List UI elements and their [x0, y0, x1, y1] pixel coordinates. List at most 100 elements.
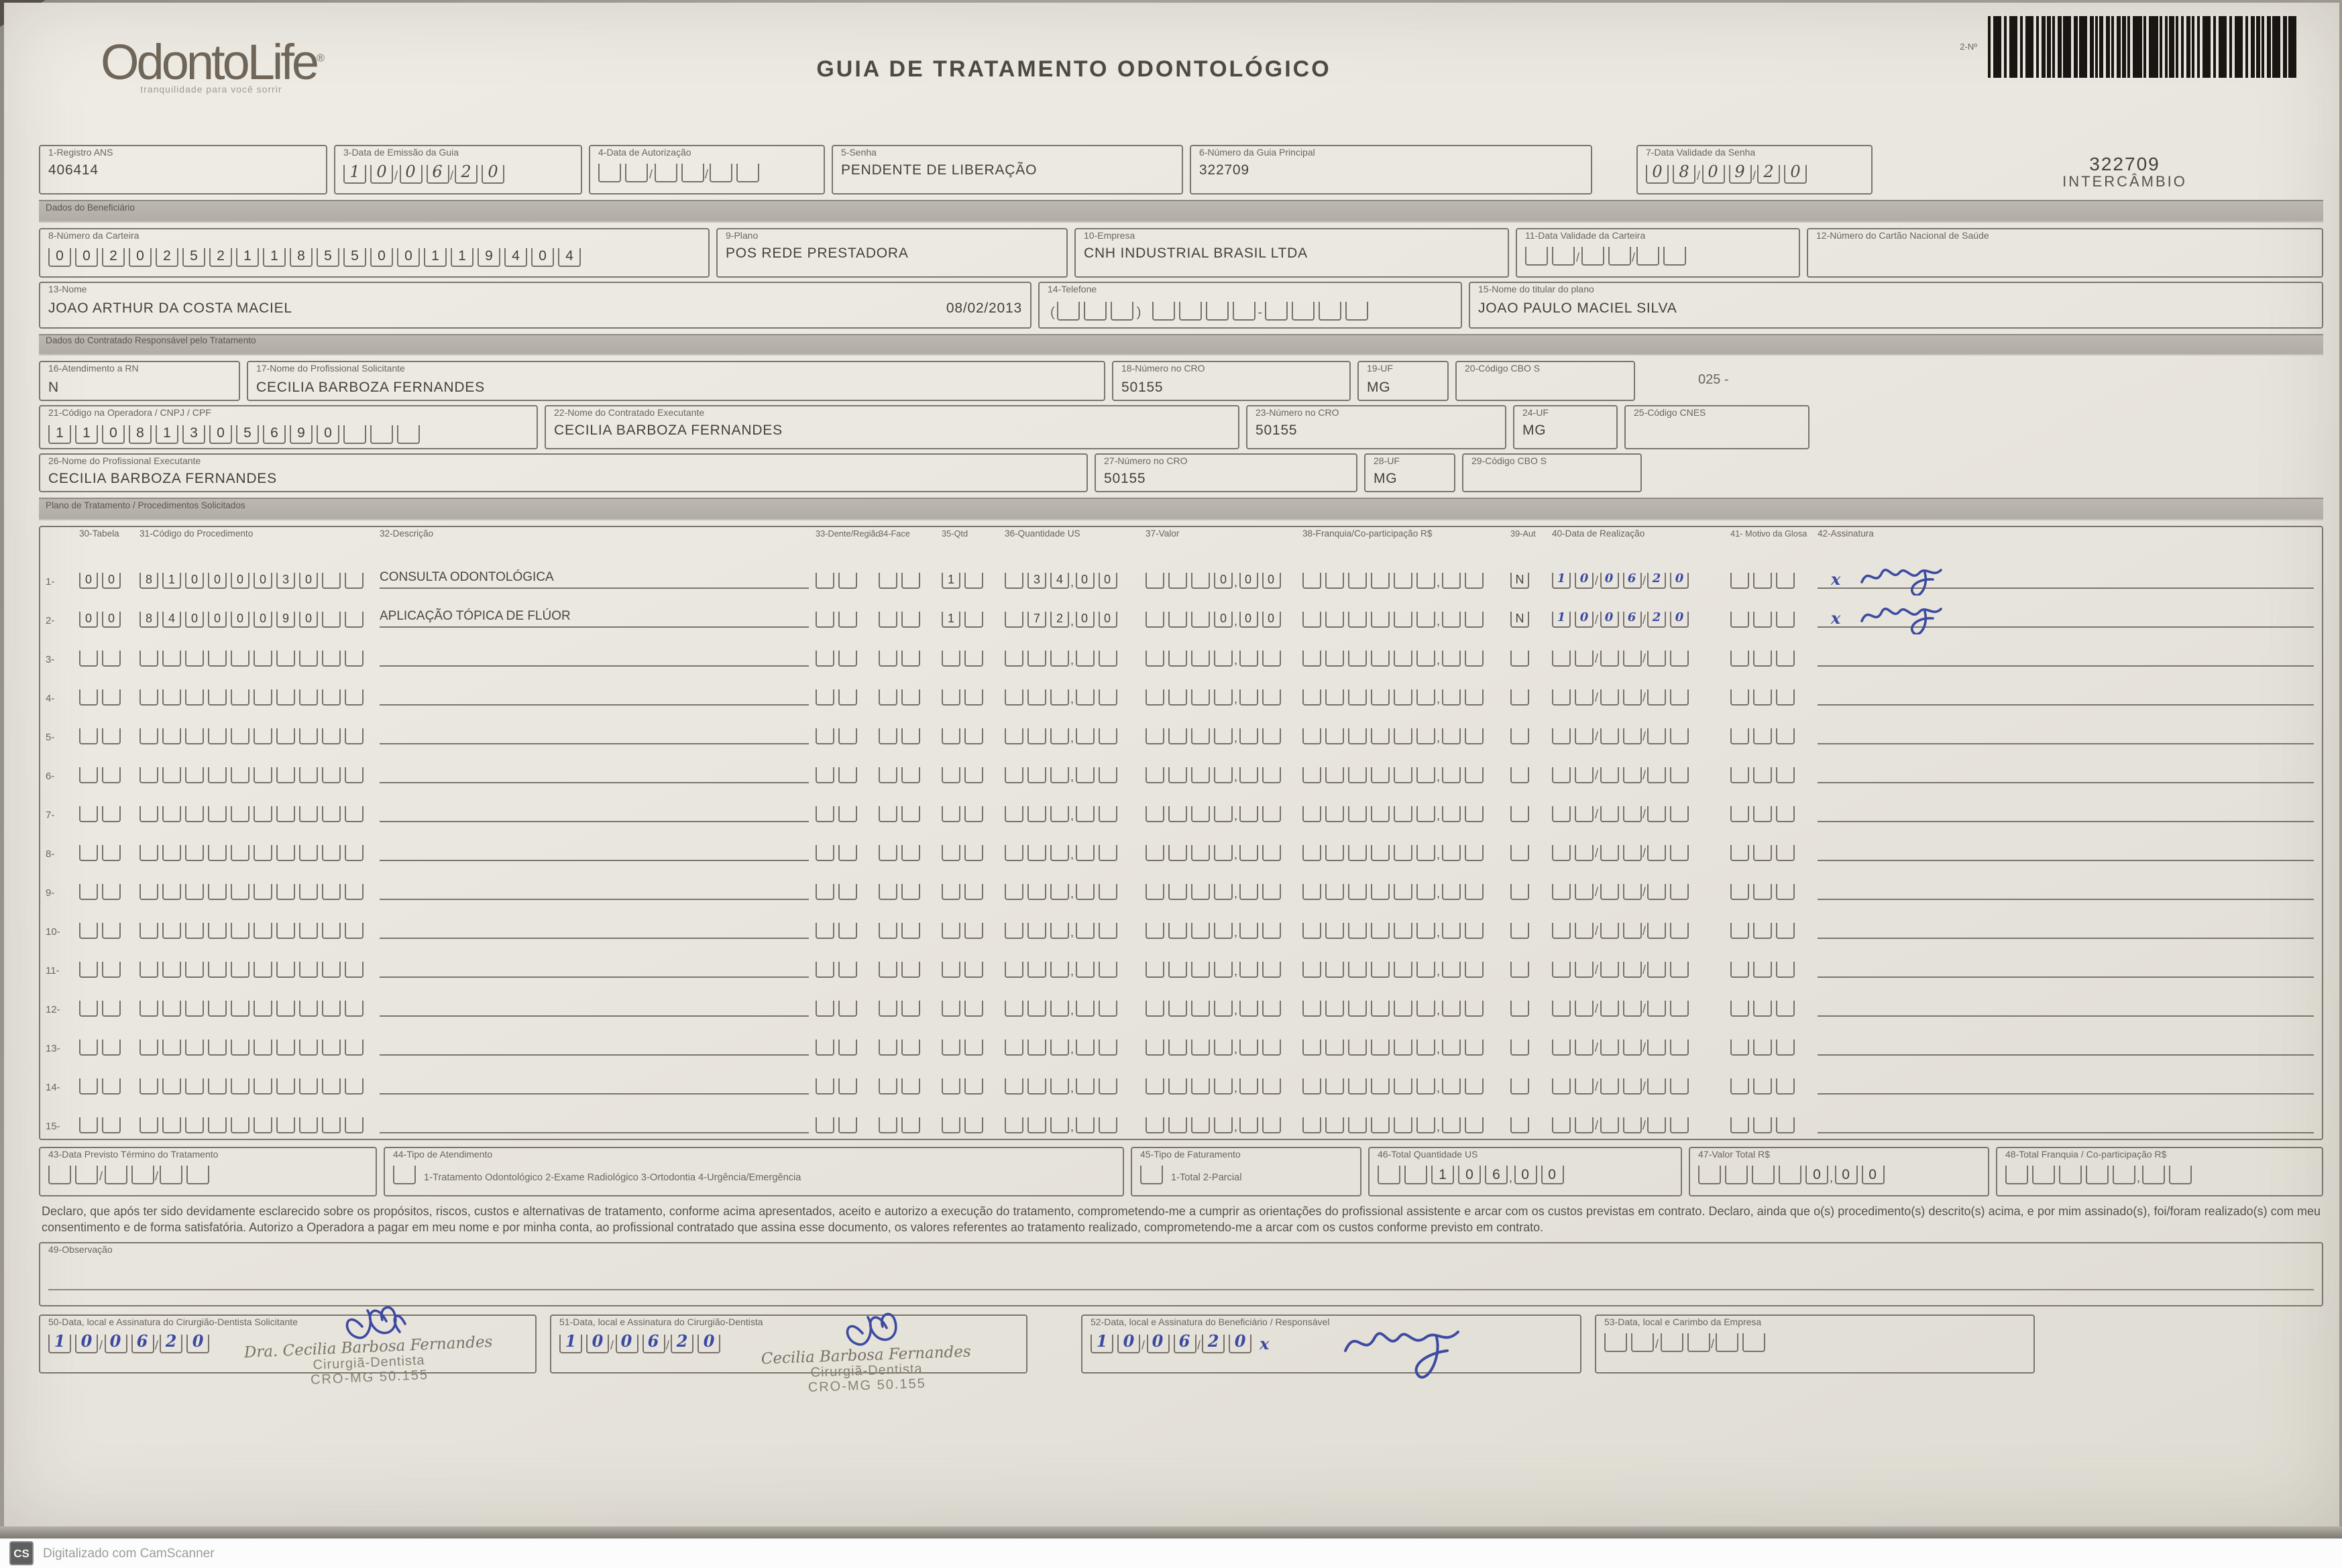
- field-label: 6-Número da Guia Principal: [1199, 149, 1315, 158]
- year-cells: [1647, 689, 1689, 706]
- franquia-dec-cells: [1441, 844, 1484, 861]
- us-int-cells: [1005, 961, 1069, 978]
- us-int-cells: [1005, 1078, 1069, 1095]
- guide-type: INTERCÂMBIO: [2062, 174, 2187, 190]
- valor-dec-cells: [1239, 767, 1281, 783]
- field-value: JOAO PAULO MACIEL SILVA: [1478, 300, 1677, 317]
- procedure-row: 7- , , , / /: [46, 783, 2317, 822]
- motivo-glosa-cells: [1730, 767, 1811, 783]
- valor-dec-cells: [1239, 883, 1281, 900]
- month-cells: [1600, 728, 1642, 744]
- field-value: CNH INDUSTRIAL BRASIL LTDA: [1084, 245, 1308, 262]
- day-cells: [1552, 844, 1594, 861]
- tabela-cells: [79, 961, 133, 978]
- assinatura-line: [1818, 952, 2314, 978]
- field-cartao-nacional-saude: 12-Número do Cartão Nacional de Saúde: [1807, 227, 2323, 278]
- valor-int-cells: [1146, 1000, 1233, 1017]
- field-tipo-atendimento: 44-Tipo de Atendimento 1-Tratamento Odon…: [384, 1146, 1124, 1197]
- field-atendimento-rn: 16-Atendimento a RN N: [39, 361, 240, 401]
- month-cells: [1600, 1039, 1642, 1056]
- month-cells: [1600, 805, 1642, 822]
- field-label: 15-Nome do titular do plano: [1478, 286, 1594, 296]
- col-franquia: 38-Franquia/Co-participação R$: [1302, 529, 1433, 539]
- descricao-line: [380, 1113, 809, 1133]
- procedure-row: 13- , , , / /: [46, 1017, 2317, 1056]
- face-cells: [879, 1078, 935, 1095]
- month-cells: [1600, 883, 1642, 900]
- franquia-dec-cells: [1441, 611, 1484, 628]
- section-plano-tratamento: Plano de Tratamento / Procedimentos Soli…: [39, 498, 2323, 520]
- assinatura-line: [1818, 680, 2314, 706]
- barcode: [1988, 16, 2299, 78]
- form-title: GUIA DE TRATAMENTO ODONTOLÓGICO: [816, 56, 1331, 82]
- franquia-dec-cells: [1441, 689, 1484, 706]
- realizacao-date-comb: / /: [1552, 650, 1724, 667]
- franquia-int-cells: [1302, 767, 1435, 783]
- day-cells: [1552, 689, 1594, 706]
- assinatura-line: [1818, 758, 2314, 783]
- field-label: 19-UF: [1367, 365, 1393, 375]
- signature-scribble: [345, 1306, 406, 1339]
- descricao-line: [380, 919, 809, 939]
- field-label: 4-Data de Autorização: [598, 149, 691, 158]
- assinatura-line: [1818, 719, 2314, 744]
- realizacao-date-comb: / /: [1552, 805, 1724, 822]
- signatures-row: 50-Data, local e Assinatura do Cirurgião…: [39, 1306, 2323, 1396]
- camscanner-icon: CS: [9, 1541, 34, 1565]
- assinatura-line: [1818, 1108, 2314, 1133]
- descricao-line: CONSULTA ODONTOLÓGICA: [380, 569, 809, 589]
- motivo-glosa-cells: [1730, 1117, 1811, 1133]
- odontolife-logo: OdontoLife® tranquilidade para você sorr…: [101, 35, 325, 95]
- procedure-row: 8- , , , / /: [46, 822, 2317, 861]
- motivo-glosa-cells: [1730, 689, 1811, 706]
- valor-int-cells: [1146, 844, 1233, 861]
- tabela-cells: [79, 1000, 133, 1017]
- aut-cell: N: [1510, 572, 1545, 589]
- month-cells: [1600, 1078, 1642, 1095]
- date-comb: / /: [1604, 1330, 1766, 1353]
- valor-dec-cells: [1239, 922, 1281, 939]
- field-label: 28-UF: [1374, 457, 1400, 467]
- field-label: 27-Número no CRO: [1104, 457, 1188, 467]
- row-number: 15-: [46, 1119, 60, 1132]
- assinatura-line: [1818, 875, 2314, 900]
- realizacao-date-comb: / /: [1552, 1117, 1724, 1133]
- field-label: 10-Empresa: [1084, 231, 1135, 241]
- valor-dec-cells: [1239, 1078, 1281, 1095]
- procedure-row: 9- , , , / /: [46, 861, 2317, 900]
- camscanner-text: Digitalizado com CamScanner: [43, 1546, 215, 1561]
- face-cells: [879, 650, 935, 667]
- field-label: 21-Código na Operadora / CNPJ / CPF: [48, 408, 211, 418]
- registered-mark: ®: [317, 52, 325, 64]
- procedure-row: 3- , , , / /: [46, 628, 2317, 667]
- aut-cell: [1510, 922, 1545, 939]
- motivo-glosa-cells: [1730, 1000, 1811, 1017]
- procedure-row: 10- , , , / /: [46, 900, 2317, 939]
- field-label: 53-Data, local e Carimbo da Empresa: [1604, 1318, 1762, 1328]
- face-cells: [879, 728, 935, 744]
- tipo-atendimento-options: 1-Tratamento Odontológico 2-Exame Radiol…: [424, 1171, 801, 1184]
- field-assinatura-solicitante: 50-Data, local e Assinatura do Cirurgião…: [39, 1306, 537, 1388]
- field-registro-ans: 1-Registro ANS 406414: [39, 145, 327, 195]
- month-cells: [1600, 767, 1642, 783]
- qtd-cells: [942, 1117, 998, 1133]
- face-cells: [879, 1039, 935, 1056]
- valor-int-cells: [1146, 689, 1233, 706]
- dente-cells: [816, 572, 872, 589]
- franquia-int-cells: [1302, 1117, 1435, 1133]
- month-cells: [1660, 1333, 1710, 1353]
- section-contratado: Dados do Contratado Responsável pelo Tra…: [39, 333, 2323, 356]
- field-cnes: 25-Código CNES: [1624, 404, 1809, 449]
- field-value: POS REDE PRESTADORA: [726, 245, 909, 262]
- descricao-line: [380, 685, 809, 706]
- franquia-dec-cells: [1441, 767, 1484, 783]
- row-number: 4-: [46, 691, 55, 704]
